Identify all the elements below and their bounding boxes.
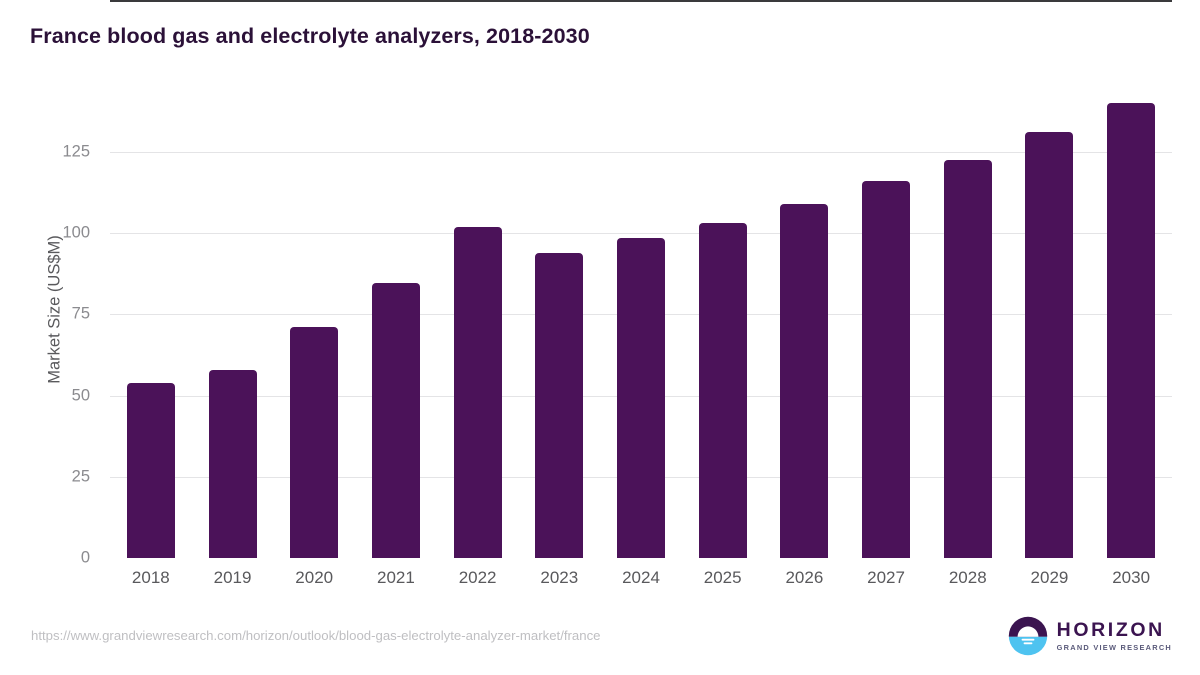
bar[interactable]: [371, 283, 420, 558]
page-title: France blood gas and electrolyte analyze…: [30, 24, 590, 48]
x-tick-label: 2021: [377, 568, 415, 587]
x-axis-line: [110, 0, 1172, 2]
bar[interactable]: [617, 237, 665, 558]
x-tick-label: 2028: [948, 568, 987, 587]
bar[interactable]: [208, 369, 257, 558]
x-tick-label: 2024: [622, 568, 660, 587]
logo-wordmark: HORIZON: [1056, 618, 1165, 641]
bar[interactable]: [126, 382, 175, 558]
y-tick-label: 50: [71, 386, 90, 404]
horizon-logo-text: HORIZON GRAND VIEW RESEARCH: [1056, 618, 1172, 653]
y-tick-label: 100: [62, 223, 90, 242]
x-tick-label: 2022: [458, 568, 497, 587]
y-tick-label: 0: [80, 548, 90, 567]
bar[interactable]: [698, 223, 747, 558]
x-tick-label: 2019: [213, 568, 252, 587]
bar[interactable]: [780, 203, 829, 558]
bar[interactable]: [943, 159, 992, 558]
source-url[interactable]: https://www.grandviewresearch.com/horizo…: [31, 628, 601, 643]
bar[interactable]: [535, 252, 584, 558]
x-tick-label: 2025: [703, 568, 742, 587]
x-tick-label: 2020: [295, 568, 334, 587]
y-tick-label: 75: [71, 304, 90, 323]
horizon-logo-icon: [1008, 616, 1047, 656]
bar[interactable]: [453, 226, 502, 558]
bar[interactable]: [290, 327, 339, 558]
x-tick-label: 2018: [131, 568, 170, 587]
x-tick-label: 2029: [1030, 568, 1069, 587]
x-tick-label: 2027: [867, 568, 905, 587]
bar[interactable]: [1107, 103, 1156, 558]
bar[interactable]: [1025, 132, 1074, 558]
horizon-logo: HORIZON GRAND VIEW RESEARCH: [1008, 616, 1172, 656]
x-tick-label: 2023: [540, 568, 579, 587]
x-tick-label: 2030: [1112, 568, 1151, 587]
gridline: [110, 151, 1172, 153]
y-tick-label: 25: [71, 467, 90, 486]
y-tick-label: 125: [62, 142, 90, 161]
logo-tagline: GRAND VIEW RESEARCH: [1056, 643, 1172, 653]
gridline: [110, 233, 1172, 234]
x-tick-label: 2026: [785, 568, 824, 587]
bar[interactable]: [862, 181, 911, 558]
